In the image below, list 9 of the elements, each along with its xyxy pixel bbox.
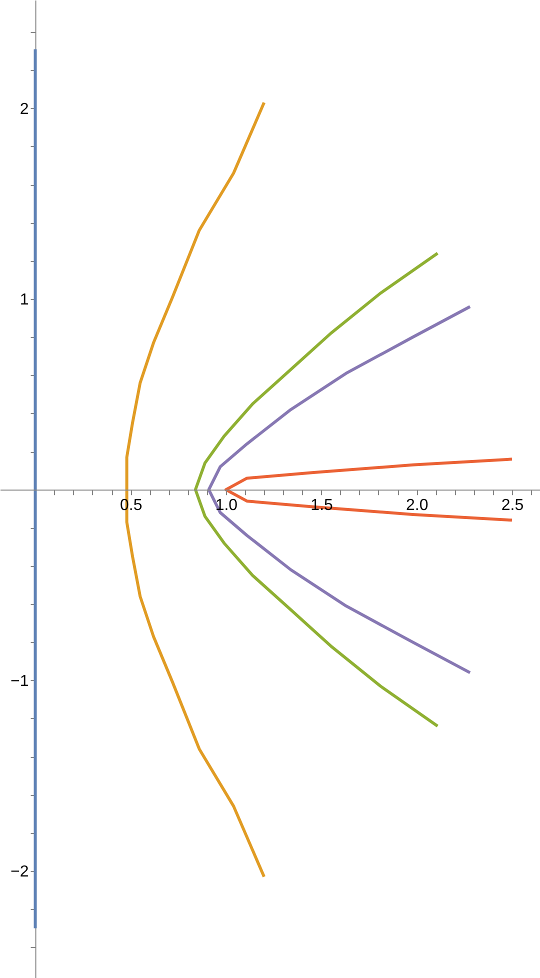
line-series — [207, 305, 472, 674]
x-tick-label: 1.0 — [215, 497, 238, 514]
y-tick-label: −2 — [10, 864, 29, 881]
y-tick-label: −1 — [10, 672, 29, 690]
x-tick-label: 2.0 — [406, 497, 428, 514]
line-series — [194, 252, 440, 728]
y-tick-label: 1 — [20, 291, 29, 308]
y-tick-label: 2 — [20, 100, 29, 118]
x-tick-label: 2.5 — [501, 497, 524, 514]
